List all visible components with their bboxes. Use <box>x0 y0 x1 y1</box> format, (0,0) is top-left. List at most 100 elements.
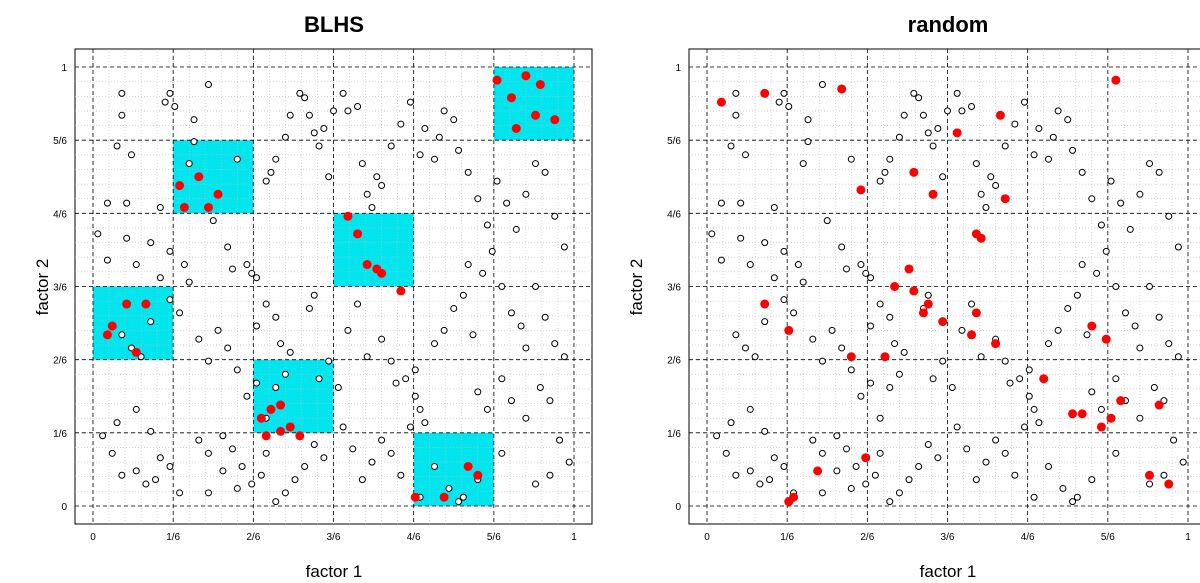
blhs-open-point <box>118 471 126 479</box>
random-y-tick-label: 4/6 <box>667 209 681 220</box>
random-filled-point <box>861 453 871 463</box>
blhs-open-point <box>190 138 198 146</box>
blhs-open-point <box>368 203 376 211</box>
random-open-point <box>1150 383 1158 391</box>
blhs-open-point <box>156 203 164 211</box>
random-filled-point <box>909 167 919 177</box>
blhs-filled-point <box>102 330 112 340</box>
random-open-point <box>761 239 769 247</box>
blhs-open-point <box>440 107 448 115</box>
blhs-open-point <box>272 498 280 506</box>
random-filled-point <box>813 466 823 476</box>
blhs-open-point <box>363 190 371 198</box>
random-open-point <box>1078 261 1086 269</box>
random-open-point <box>857 261 865 269</box>
blhs-open-point <box>248 480 256 488</box>
blhs-x-tick-label: 1/6 <box>166 532 180 543</box>
blhs-open-point <box>156 274 164 282</box>
blhs-open-point <box>310 441 318 449</box>
random-open-point <box>1170 436 1178 444</box>
blhs-open-point <box>291 476 299 484</box>
blhs-open-point <box>440 326 448 334</box>
random-open-point <box>1045 155 1053 163</box>
random-x-tick-label: 4/6 <box>1021 532 1035 543</box>
blhs-open-point <box>161 98 169 106</box>
random-open-point <box>847 484 855 492</box>
blhs-open-point <box>94 230 102 238</box>
blhs-open-point <box>358 160 366 168</box>
random-open-point <box>876 300 884 308</box>
random-filled-point <box>1111 75 1121 85</box>
random-open-point <box>1011 471 1019 479</box>
blhs-open-point <box>387 449 395 457</box>
blhs-highlight-cell <box>173 140 254 214</box>
random-open-point <box>746 261 754 269</box>
blhs-open-point <box>166 296 174 304</box>
random-open-point <box>818 357 826 365</box>
random-open-point <box>838 344 846 352</box>
blhs-y-tick-label: 0 <box>61 502 67 513</box>
blhs-y-tick-label: 1 <box>61 63 67 74</box>
random-open-point <box>761 318 769 326</box>
random-open-point <box>780 89 788 97</box>
blhs-open-point <box>551 340 559 348</box>
blhs-filled-point <box>353 229 363 239</box>
blhs-open-point <box>464 261 472 269</box>
blhs-y-tick-label: 3/6 <box>53 283 67 294</box>
blhs-filled-point <box>492 75 502 85</box>
blhs-open-point <box>171 103 179 111</box>
blhs-open-point <box>310 291 318 299</box>
random-open-point <box>809 335 817 343</box>
blhs-filled-point <box>122 299 132 309</box>
random-open-point <box>924 291 932 299</box>
random-y-tick-label: 1 <box>675 63 681 74</box>
random-open-point <box>737 199 745 207</box>
random-filled-point <box>1154 400 1164 410</box>
blhs-filled-point <box>295 431 305 441</box>
blhs-filled-point <box>276 426 286 436</box>
random-open-point <box>780 462 788 470</box>
random-open-point <box>1160 471 1168 479</box>
random-chart-title: random <box>908 12 989 37</box>
blhs-filled-point <box>550 115 560 125</box>
random-open-point <box>924 129 932 137</box>
blhs-highlight-cell <box>253 359 334 433</box>
random-y-tick-label: 1/6 <box>667 429 681 440</box>
blhs-filled-point <box>131 347 141 357</box>
random-open-point <box>717 199 725 207</box>
blhs-open-point <box>123 199 131 207</box>
blhs-x-tick-label: 5/6 <box>487 532 501 543</box>
random-open-point <box>1136 344 1144 352</box>
blhs-open-point <box>358 476 366 484</box>
blhs-open-point <box>488 247 496 255</box>
blhs-open-point <box>378 335 386 343</box>
blhs-filled-point <box>535 80 545 90</box>
random-open-point <box>1155 313 1163 321</box>
random-open-point <box>842 265 850 273</box>
random-open-point <box>804 116 812 124</box>
blhs-filled-point <box>531 110 541 120</box>
blhs-open-point <box>507 397 515 405</box>
blhs-x-tick-label: 2/6 <box>246 532 260 543</box>
random-open-point <box>1112 283 1120 290</box>
random-open-point <box>924 441 932 449</box>
random-open-point <box>1107 177 1115 185</box>
random-open-point <box>1030 151 1038 159</box>
random-open-point <box>1136 190 1144 198</box>
blhs-open-point <box>416 151 424 159</box>
blhs-open-point <box>272 313 280 321</box>
random-open-point <box>968 103 976 111</box>
random-open-point <box>799 160 807 168</box>
blhs-open-point <box>267 168 275 176</box>
random-open-point <box>785 103 793 111</box>
random-open-point <box>977 353 985 361</box>
blhs-filled-point <box>261 431 271 441</box>
blhs-open-point <box>257 471 265 479</box>
blhs-open-point <box>556 436 564 444</box>
blhs-open-point <box>498 449 506 457</box>
blhs-open-point <box>344 326 352 334</box>
random-filled-point <box>837 84 847 94</box>
random-filled-point <box>856 185 866 195</box>
blhs-open-point <box>142 480 150 488</box>
random-open-point <box>910 89 918 97</box>
